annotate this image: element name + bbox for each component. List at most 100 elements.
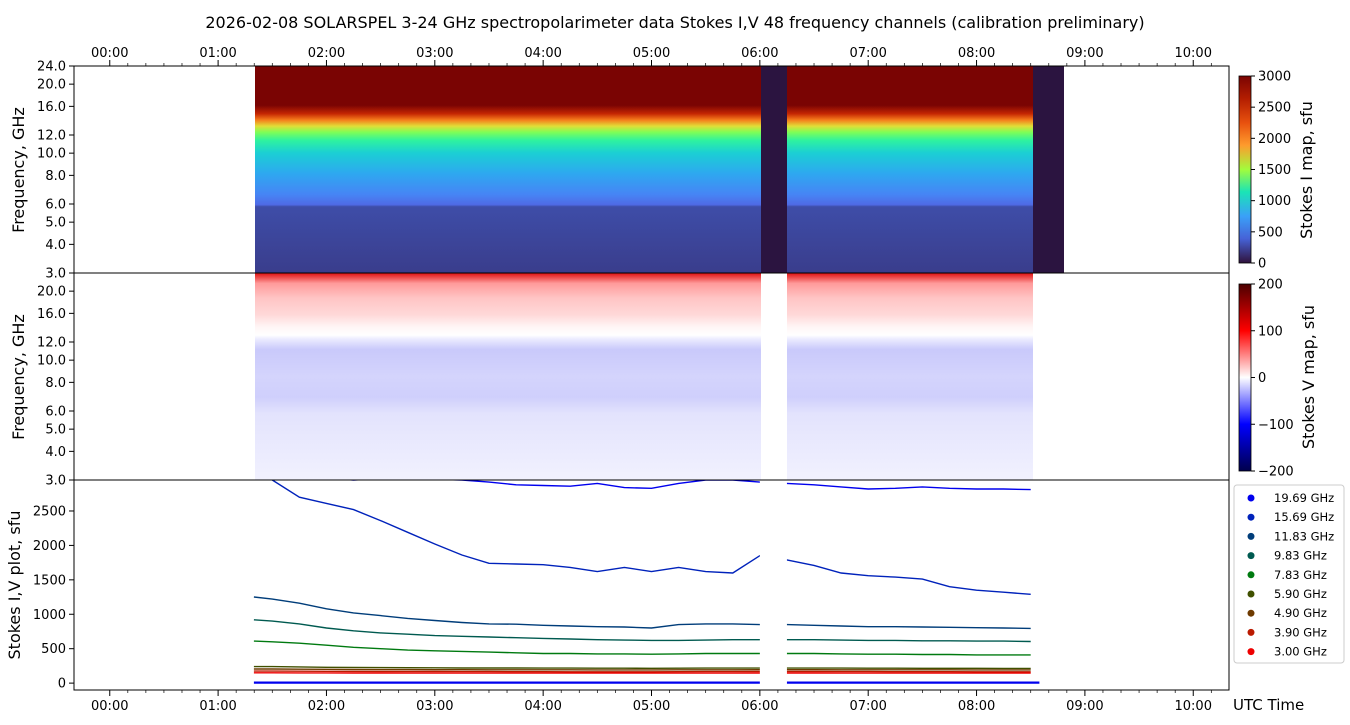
time-tick-label-bottom: 01:00 (199, 699, 236, 714)
time-tick-label-top: 07:00 (849, 46, 886, 61)
time-axis-label: UTC Time (1233, 696, 1304, 714)
time-tick-label-bottom: 08:00 (958, 699, 995, 714)
time-tick-label-top: 06:00 (741, 46, 778, 61)
line-gap (759, 480, 787, 690)
legend-marker (1247, 628, 1255, 636)
legend-marker (1247, 552, 1255, 560)
legend-box (1233, 484, 1345, 664)
freq-tick-label: 10.0 (37, 147, 66, 162)
series-line-3-90-GHz (253, 670, 1031, 673)
legend-marker (1247, 571, 1255, 579)
value-tick-label: 2000 (33, 539, 66, 554)
time-tick-label-bottom: 05:00 (633, 699, 670, 714)
series-line-7-83-GHz (253, 640, 1031, 656)
stokes-i-colorbar: 3000 2500 2000 1500 1000 500 0 Stokes I map, s… (1238, 70, 1316, 272)
time-tick-label-bottom: 09:00 (1066, 699, 1103, 714)
freq-tick-label: 20.0 (37, 78, 66, 93)
time-tick-label-top: 01:00 (199, 46, 236, 61)
freq-tick-label: 3.0 (45, 267, 66, 282)
freq-tick-label: 16.0 (37, 100, 66, 115)
value-tick-label: 1500 (33, 573, 66, 588)
legend-label: 3.90 GHz (1274, 625, 1327, 639)
legend-label: 19.69 GHz (1274, 491, 1334, 505)
time-tick-label-top: 08:00 (958, 46, 995, 61)
colorbar-tick-label: 0 (1258, 371, 1266, 386)
colorbar-tick-label: 200 (1258, 278, 1283, 293)
time-tick-label-bottom: 06:00 (741, 699, 778, 714)
stokes-i-colorbar-label: Stokes I map, sfu (1297, 101, 1316, 239)
freq-tick-label: 10.0 (37, 354, 66, 369)
legend-label: 4.90 GHz (1274, 606, 1327, 620)
series-line-15-69-GHz (271, 480, 1031, 595)
legend-label: 7.83 GHz (1274, 568, 1327, 582)
time-tick-label-top: 05:00 (633, 46, 670, 61)
time-tick-label-bottom: 03:00 (416, 699, 453, 714)
legend-label: 15.69 GHz (1274, 510, 1334, 524)
colorbar-tick-label: 1000 (1258, 194, 1291, 209)
freq-tick-label: 12.0 (37, 336, 66, 351)
legend-label: 11.83 GHz (1274, 529, 1334, 543)
colorbar-tick-label: 500 (1258, 225, 1283, 240)
colorbar-tick-label: 2500 (1258, 101, 1291, 116)
legend-marker (1247, 494, 1255, 502)
freq-tick-label: 6.0 (45, 198, 66, 213)
stokes-line-axes (73, 479, 1230, 691)
freq-tick-label: 4.0 (45, 238, 66, 253)
stokes-line-panel: 0 500 1000 1500 2000 2500 Stokes I,V plot, sf… (5, 479, 1230, 692)
freq-tick-label: 6.0 (45, 405, 66, 420)
time-tick-label-top: 10:00 (1175, 46, 1212, 61)
time-tick-label-top: 02:00 (308, 46, 345, 61)
colorbar-tick-label: 3000 (1258, 70, 1291, 85)
stokes-v-image (255, 273, 1033, 480)
series-line-19-69-GHz (344, 480, 1031, 491)
freq-tick-label: 16.0 (37, 307, 66, 322)
time-tick-label-top: 00:00 (91, 46, 128, 61)
stokes-i-colorbar-bar (1238, 75, 1252, 264)
stokes-line-ylabel: Stokes I,V plot, sfu (5, 511, 24, 660)
value-tick-label: 0 (58, 677, 66, 692)
time-tick-label-top: 04:00 (524, 46, 561, 61)
stokes-i-panel: 3.0 4.0 5.0 6.0 8.0 10.0 12.0 16.0 20.0 24.0 Freq… (9, 60, 1230, 282)
value-tick-label: 2500 (33, 504, 66, 519)
stokes-v-colorbar: 200 100 0 −100 −200 Stokes V map, sfu (1238, 278, 1318, 480)
freq-tick-label: 20.0 (37, 285, 66, 300)
stokes-v-gap-1 (761, 273, 787, 480)
colorbar-tick-label: −200 (1258, 465, 1294, 480)
stokes-i-gap-2 (1033, 66, 1064, 273)
colorbar-tick-label: 0 (1258, 257, 1266, 272)
colorbar-tick-label: −100 (1258, 418, 1294, 433)
time-tick-label-top: 03:00 (416, 46, 453, 61)
time-tick-label-bottom: 07:00 (849, 699, 886, 714)
legend-marker (1247, 609, 1255, 617)
series-line-11-83-GHz (253, 596, 1031, 630)
value-tick-label: 500 (41, 642, 66, 657)
stokes-i-gap-1 (761, 66, 787, 273)
legend-marker (1247, 590, 1255, 598)
stokes-v-colorbar-label: Stokes V map, sfu (1299, 305, 1318, 449)
freq-tick-label: 24.0 (37, 60, 66, 75)
legend-marker (1247, 513, 1255, 521)
time-tick-label-bottom: 04:00 (524, 699, 561, 714)
legend-label: 9.83 GHz (1274, 549, 1327, 563)
legend-label: 3.00 GHz (1274, 645, 1327, 659)
colorbar-tick-label: 1500 (1258, 163, 1291, 178)
freq-tick-label: 8.0 (45, 376, 66, 391)
legend-label: 5.90 GHz (1274, 587, 1327, 601)
stokes-v-panel: 3.0 4.0 5.0 6.0 8.0 10.0 12.0 16.0 20.0 Frequenc… (9, 272, 1230, 489)
time-tick-label-top: 09:00 (1066, 46, 1103, 61)
freq-tick-label: 5.0 (45, 216, 66, 231)
stokes-i-image (255, 66, 1064, 273)
time-tick-label-bottom: 10:00 (1175, 699, 1212, 714)
figure-title: 2026-02-08 SOLARSPEL 3-24 GHz spectropol… (205, 13, 1144, 32)
series-line-9-83-GHz (253, 619, 1031, 643)
stokes-v-colorbar-bar (1238, 283, 1252, 472)
stokes-v-ylabel: Frequency, GHz (9, 314, 28, 440)
freq-tick-label: 8.0 (45, 169, 66, 184)
legend-marker (1247, 532, 1255, 540)
legend: 19.69 GHz 15.69 GHz 11.83 GHz 9.83 GHz 7.83 … (1233, 484, 1345, 664)
colorbar-tick-label: 100 (1258, 324, 1283, 339)
freq-tick-label: 5.0 (45, 423, 66, 438)
freq-tick-label: 12.0 (37, 129, 66, 144)
series-line-4-90-GHz (253, 668, 1031, 671)
